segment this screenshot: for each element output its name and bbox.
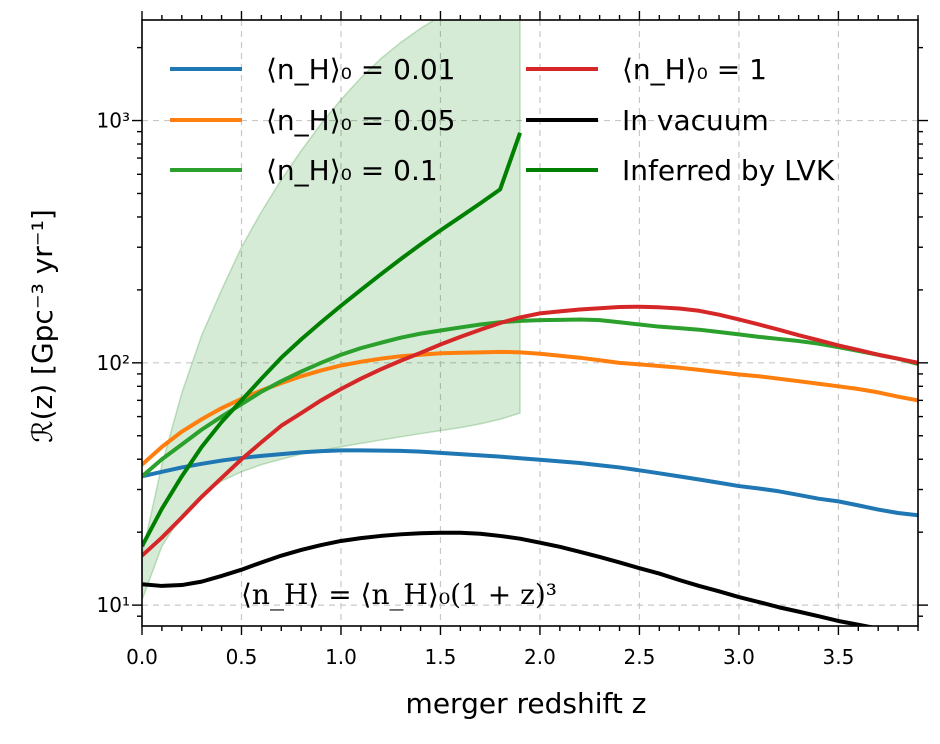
legend-label-2: ⟨n_H⟩₀ = 0.1 [266,154,438,187]
confidence-bands [142,20,521,601]
legend-label-1: ⟨n_H⟩₀ = 0.05 [266,104,455,137]
series-line-5 [142,132,522,548]
tick-labels: 0.0 0.5 1.0 1.5 2.0 2.5 3.0 3.5 10¹ 10² 10³ [97,109,855,669]
legend-label-5: Inferred by LVK [622,154,835,187]
y-axis-title: ℛ(z) [Gpc⁻³ yr⁻¹] [26,209,59,443]
x-tick-label: 0.0 [126,645,158,669]
annotation: ⟨n_H⟩ = ⟨n_H⟩₀(1 + z)³ [241,578,557,611]
x-tick-label: 0.5 [226,645,258,669]
series-lines [142,132,918,626]
x-tick-label: 3.0 [723,645,755,669]
x-tick-label: 2.5 [624,645,656,669]
legend-label-3: ⟨n_H⟩₀ = 1 [622,53,767,86]
x-tick-label: 1.0 [325,645,357,669]
series-line-4 [142,530,876,626]
x-tick-label: 1.5 [425,645,457,669]
plot-frame [141,19,919,627]
x-tick-label: 3.5 [823,645,855,669]
series-line-0 [142,448,918,518]
legend-label-4: In vacuum [622,104,769,137]
y-tick-label: 10² [97,351,130,375]
axes [132,11,928,635]
y-tick-label: 10³ [97,109,130,133]
series-line-3 [142,304,918,558]
y-tick-label: 10¹ [97,593,130,617]
lvk-confidence-band [142,20,521,601]
series-line-2 [142,317,918,478]
x-axis-title: merger redshift z [406,687,647,720]
legend: ⟨n_H⟩₀ = 0.01 ⟨n_H⟩₀ = 0.05 ⟨n_H⟩₀ = 0.1 ⟨n… [170,53,835,187]
legend-label-0: ⟨n_H⟩₀ = 0.01 [266,53,455,86]
x-tick-label: 2.0 [524,645,556,669]
